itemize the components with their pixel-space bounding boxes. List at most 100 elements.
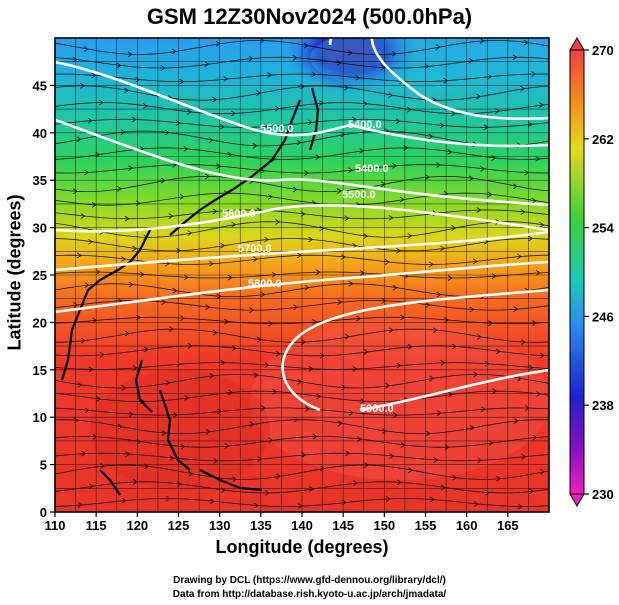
streamline-arrow	[428, 133, 434, 140]
streamline-arrow	[132, 479, 138, 485]
colorbar-tick-label: 238	[592, 398, 614, 413]
y-tick-label: 45	[33, 78, 47, 93]
streamline-arrow	[539, 222, 545, 228]
streamline-arrow	[429, 496, 435, 503]
streamline-arrow	[447, 275, 453, 281]
streamline-arrow	[480, 406, 486, 413]
streamline-arrow	[80, 82, 86, 89]
streamline-arrow	[253, 372, 259, 379]
streamline-arrow	[223, 76, 229, 82]
streamline-arrow	[496, 475, 502, 482]
streamline-arrow	[204, 61, 210, 67]
streamline-arrow	[476, 333, 482, 340]
streamline-arrow	[252, 142, 258, 149]
streamline-arrow	[528, 235, 534, 242]
streamline-arrow	[187, 230, 193, 236]
streamline-arrow	[521, 453, 527, 460]
streamline-arrow	[171, 48, 177, 55]
streamline-arrow	[340, 254, 346, 260]
streamline-arrow	[132, 364, 138, 371]
coastlines	[60, 87, 320, 496]
x-tick-label: 140	[291, 518, 313, 533]
streamline-arrow	[513, 306, 519, 312]
streamline-arrow	[168, 326, 174, 332]
streamline-arrow	[535, 270, 541, 276]
streamline-arrow	[212, 329, 218, 336]
streamline-arrow	[84, 282, 90, 288]
streamline-arrow	[168, 213, 174, 219]
streamline-arrow	[144, 463, 150, 470]
streamline-arrow	[98, 99, 104, 106]
streamline-arrow	[468, 57, 474, 64]
streamline-arrow	[128, 411, 134, 418]
streamline-arrow	[312, 319, 318, 325]
streamline-arrow	[143, 346, 149, 353]
streamline-arrow	[297, 503, 303, 509]
streamline-arrow	[385, 382, 391, 389]
streamline-arrow	[249, 307, 255, 313]
streamline-arrow	[448, 391, 454, 398]
streamline-arrow	[319, 352, 325, 359]
x-tick-label: 145	[332, 518, 354, 533]
streamline-arrow	[439, 122, 445, 129]
x-axis-label: Longitude (degrees)	[215, 537, 389, 557]
y-tick-label: 40	[33, 126, 47, 141]
colorbar-tick-label: 246	[592, 309, 614, 324]
streamline-arrow	[253, 502, 259, 509]
streamline-arrow	[219, 123, 225, 130]
streamline-arrow	[432, 327, 438, 334]
streamline-arrow	[535, 156, 541, 162]
streamline-arrow	[304, 284, 310, 291]
y-tick-label: 25	[33, 268, 47, 283]
streamline-arrow	[520, 339, 526, 345]
streamline-arrow	[161, 299, 167, 305]
streamline-arrow	[400, 442, 406, 448]
streamline-arrow	[77, 502, 83, 508]
streamline-arrow	[205, 304, 211, 311]
colorbar-tick-label: 230	[592, 487, 614, 502]
streamline-arrow	[256, 90, 262, 96]
streamline-arrow	[72, 188, 78, 195]
streamline-arrow	[488, 320, 494, 327]
streamline-arrow	[468, 175, 474, 182]
streamline-arrow	[180, 315, 186, 322]
streamline-arrow	[380, 64, 386, 71]
streamline-arrow	[260, 405, 266, 412]
streamline-arrow	[303, 42, 309, 49]
streamline-arrow	[301, 452, 307, 458]
streamline-arrow	[424, 63, 430, 70]
colorbar-bottom-arrow	[569, 493, 585, 507]
contour-5500	[55, 118, 549, 207]
streamline-arrow	[259, 38, 265, 44]
streamline-arrow	[215, 40, 221, 47]
streamline-arrow	[84, 407, 90, 414]
contour-5400	[55, 60, 549, 148]
streamline-arrow	[473, 371, 479, 378]
streamline-arrow	[385, 495, 391, 502]
streamline-arrow	[476, 207, 482, 213]
streamline-arrow	[256, 336, 262, 343]
streamline-arrow	[344, 333, 350, 340]
streamline-arrow	[388, 92, 394, 99]
streamline-arrow	[359, 270, 365, 276]
height-contours	[55, 38, 549, 412]
streamline-arrow	[348, 167, 354, 174]
streamline-arrow	[292, 54, 298, 61]
streamline-arrow	[116, 185, 122, 192]
streamline-arrow	[88, 238, 94, 245]
streamline-arrow	[337, 299, 343, 305]
streamline-arrow	[447, 149, 453, 155]
streamline-arrow	[345, 450, 351, 457]
streamline-arrow	[73, 302, 79, 308]
streamline-arrow	[473, 501, 479, 507]
x-tick-label: 125	[168, 518, 190, 533]
streamline-arrow	[512, 183, 518, 190]
streamline-arrow	[172, 287, 178, 294]
streamline-arrow	[384, 259, 390, 265]
streamline-arrow	[336, 60, 342, 66]
y-tick-label: 15	[33, 363, 47, 378]
streamline-arrow	[488, 440, 494, 446]
streamline-arrow	[252, 256, 258, 262]
streamline-arrow	[184, 395, 190, 401]
streamline-arrow	[472, 258, 478, 265]
